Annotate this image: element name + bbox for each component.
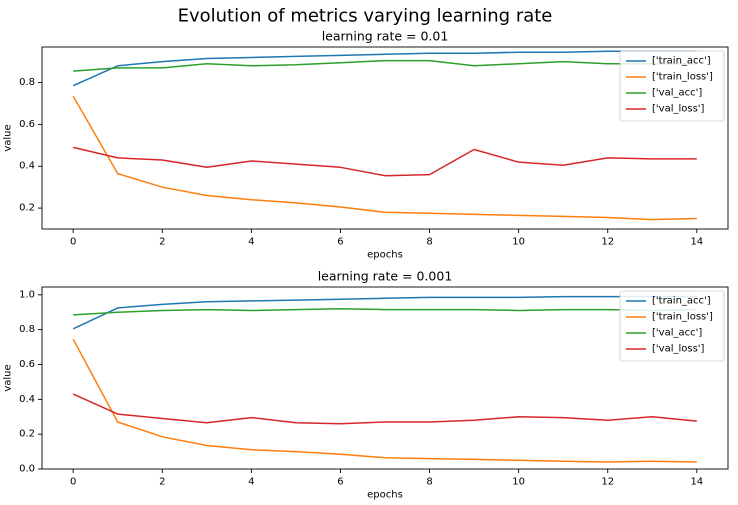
figure-suptitle: Evolution of metrics varying learning ra… xyxy=(178,6,553,27)
y-axis-label: value xyxy=(3,364,14,391)
x-axis-label: epochs xyxy=(367,250,403,261)
legend-box xyxy=(619,290,725,362)
y-tick-label: 1.0 xyxy=(19,289,35,300)
y-tick-label: 0.4 xyxy=(19,161,35,172)
y-tick-label: 0.6 xyxy=(19,359,35,370)
y-tick-label: 0.8 xyxy=(19,324,35,335)
x-tick-label: 10 xyxy=(512,477,525,488)
legend-entry: ['val_loss'] xyxy=(652,104,705,115)
x-tick-label: 2 xyxy=(159,477,165,488)
y-tick-label: 0.6 xyxy=(19,119,35,130)
y-tick-label: 0.4 xyxy=(19,394,35,405)
y-tick-label: 0.0 xyxy=(19,464,35,475)
x-tick-label: 0 xyxy=(70,237,76,248)
series-line-val-acc xyxy=(73,59,697,72)
series-line-val-loss xyxy=(73,146,697,177)
x-tick-label: 4 xyxy=(248,477,254,488)
legend-entry: ['train_acc'] xyxy=(652,296,711,307)
x-tick-label: 12 xyxy=(601,237,614,248)
subplot-lr-0.01: learning rate = 0.01 0 2 4 6 8 10 12 14 0.2 0.4 0.6… xyxy=(3,29,729,261)
subplot-lr-0.001: learning rate = 0.001 0 2 4 6 8 10 12 14 0.0 0.2 0.… xyxy=(3,269,729,501)
x-tick-label: 14 xyxy=(690,477,703,488)
y-axis-label: value xyxy=(3,124,14,151)
x-tick-label: 10 xyxy=(512,237,525,248)
series-line-val-acc xyxy=(73,308,697,316)
x-tick-label: 0 xyxy=(70,477,76,488)
y-tick-label: 0.2 xyxy=(19,429,35,440)
subplot-title: learning rate = 0.01 xyxy=(322,29,449,44)
series-line-train-loss xyxy=(72,338,697,463)
legend-entry: ['val_acc'] xyxy=(652,328,702,339)
series-line-train-acc xyxy=(72,295,697,330)
x-tick-label: 6 xyxy=(337,237,343,248)
x-tick-label: 8 xyxy=(426,477,432,488)
subplot-title: learning rate = 0.001 xyxy=(318,269,453,284)
x-tick-label: 6 xyxy=(337,477,343,488)
x-tick-label: 4 xyxy=(248,237,254,248)
series-line-val-loss xyxy=(72,393,697,425)
legend-entry: ['val_loss'] xyxy=(652,344,705,355)
y-tick-label: 0.2 xyxy=(19,203,35,214)
series-line-train-acc xyxy=(72,50,697,87)
y-tick-label: 0.8 xyxy=(19,77,35,88)
series-line-train-loss xyxy=(72,95,697,221)
x-tick-label: 12 xyxy=(601,477,614,488)
legend-entry: ['train_loss'] xyxy=(652,72,713,83)
legend-box xyxy=(619,50,725,122)
legend-entry: ['train_loss'] xyxy=(652,312,713,323)
x-tick-label: 14 xyxy=(690,237,703,248)
x-tick-label: 8 xyxy=(426,237,432,248)
x-axis-label: epochs xyxy=(367,490,403,501)
plot-area-frame xyxy=(41,286,729,470)
legend-entry: ['val_acc'] xyxy=(652,88,702,99)
plot-area-frame xyxy=(41,46,729,230)
legend-entry: ['train_acc'] xyxy=(652,56,711,67)
x-tick-label: 2 xyxy=(159,237,165,248)
